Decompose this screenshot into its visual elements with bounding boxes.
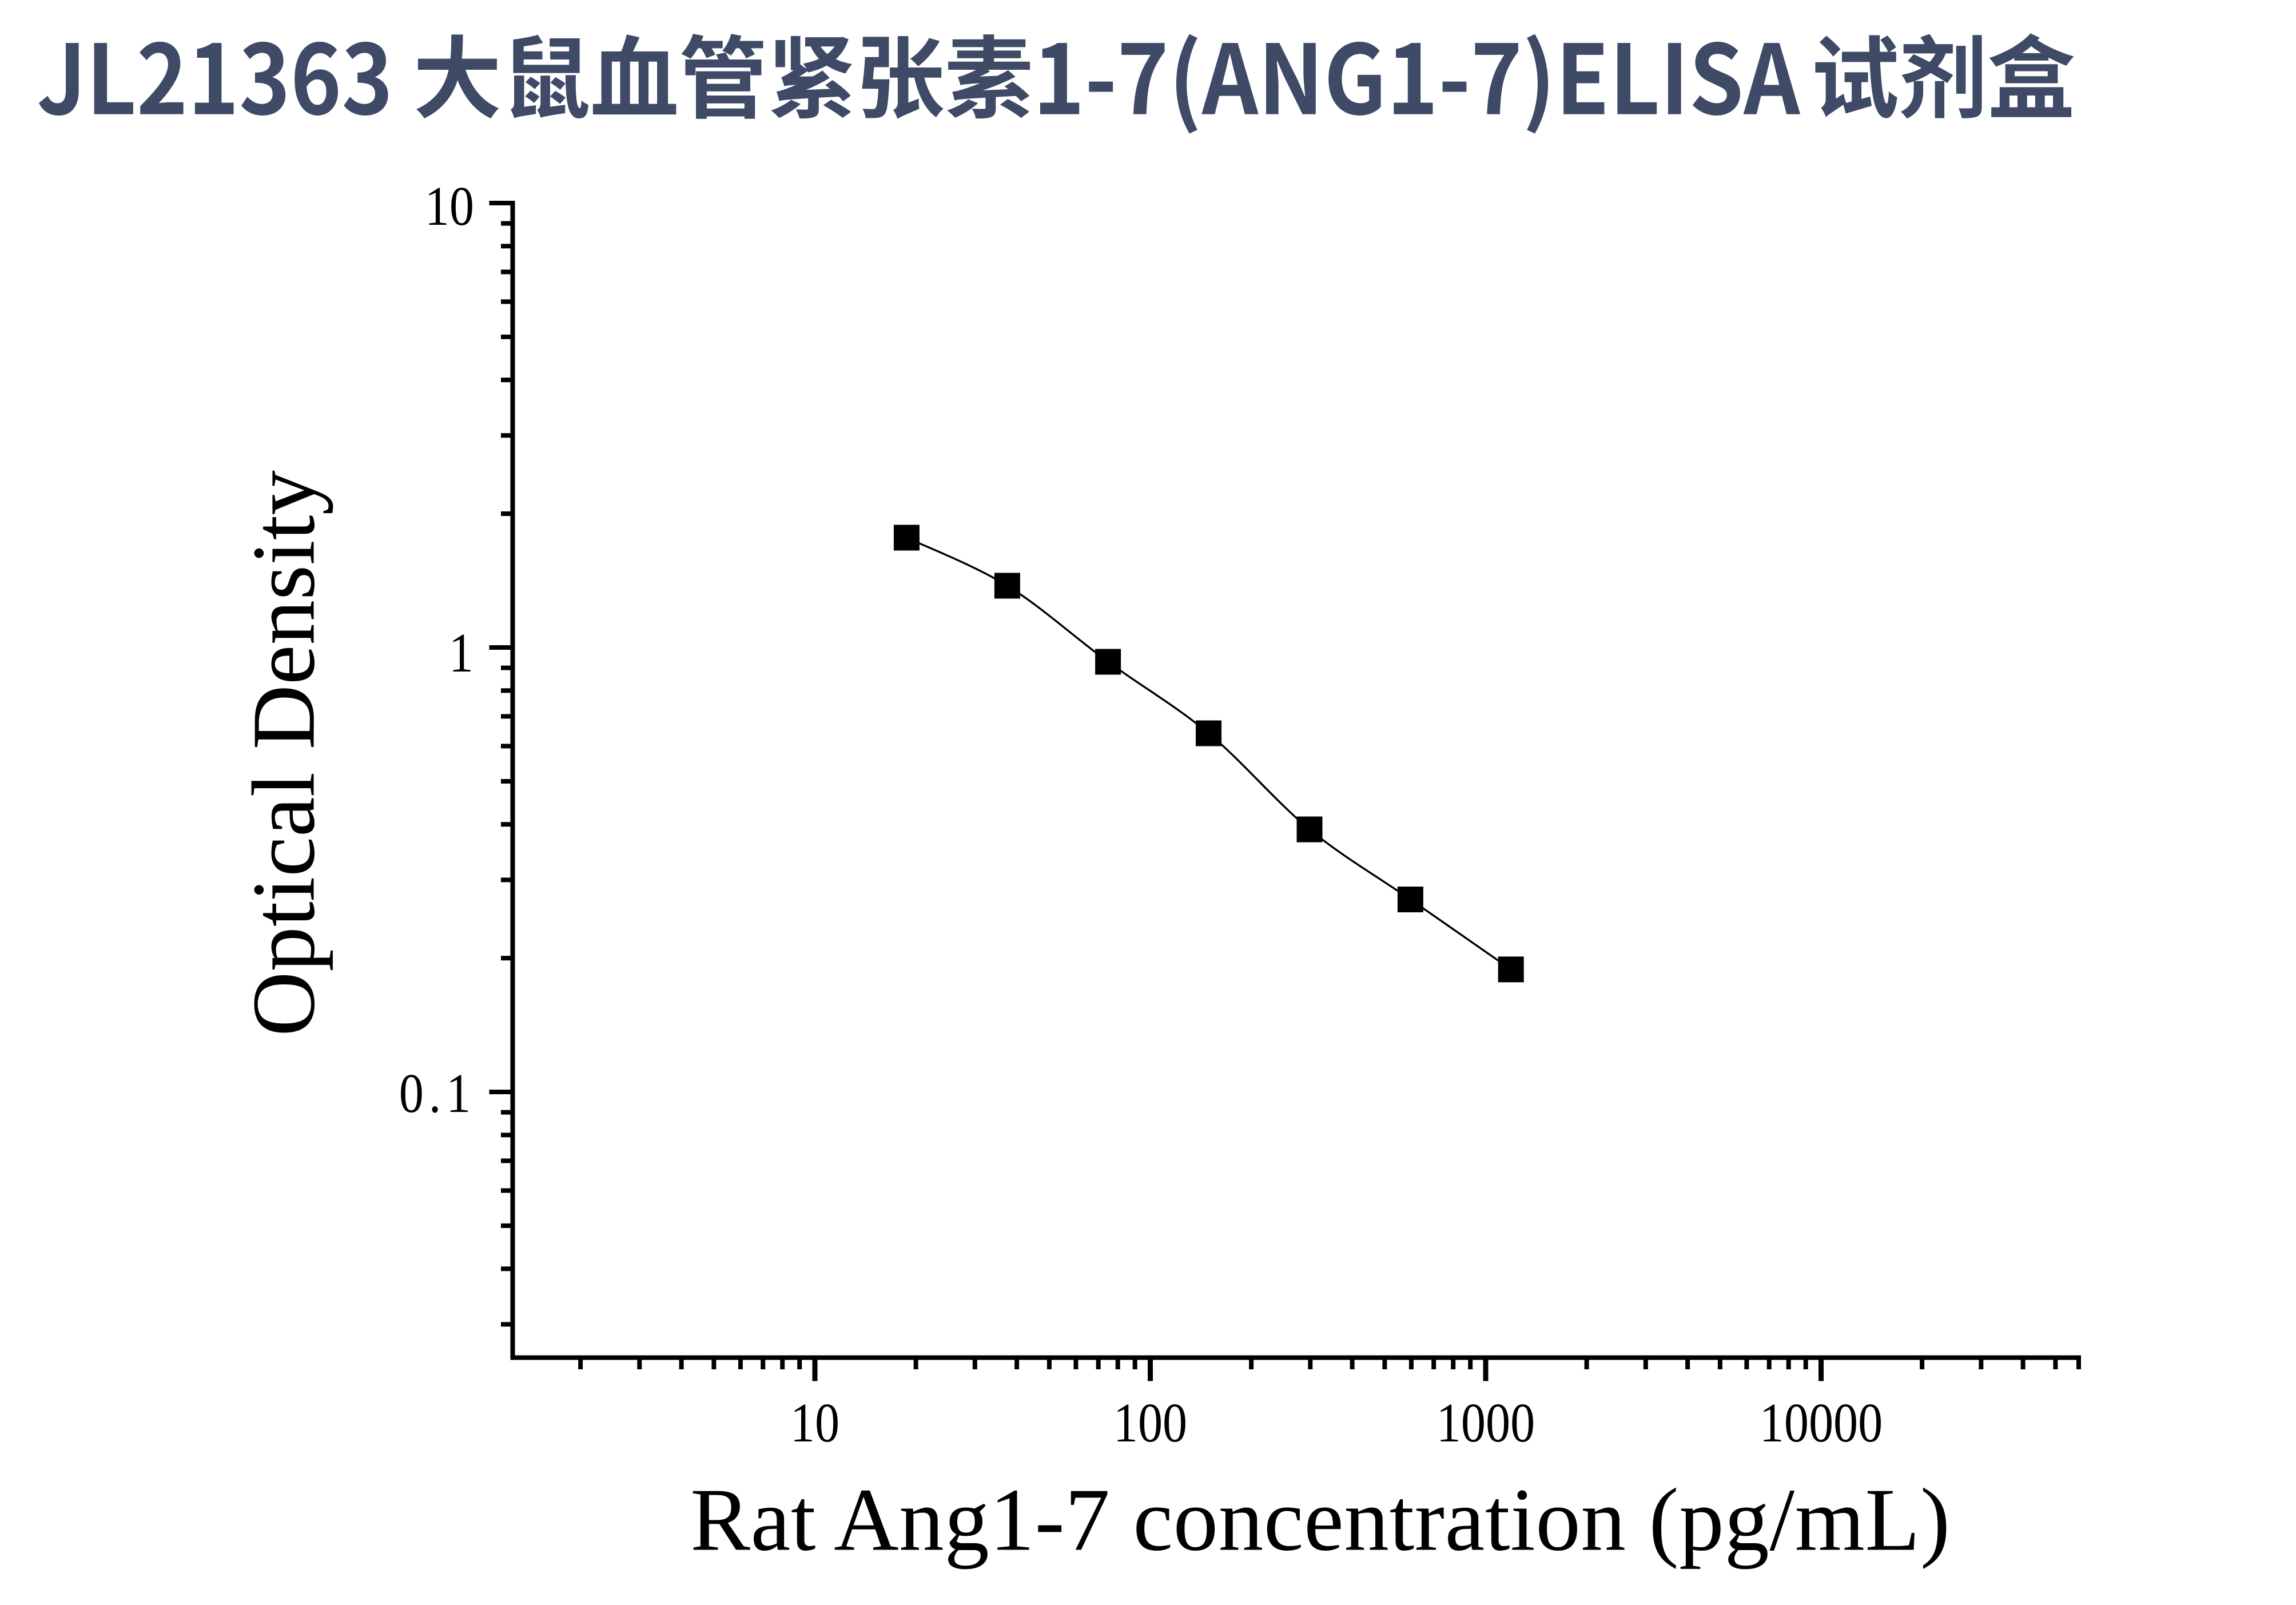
svg-text:Optical Density: Optical Density	[234, 470, 333, 1036]
svg-text:10: 10	[425, 175, 474, 237]
svg-text:10: 10	[790, 1392, 839, 1453]
svg-text:Rat Ang1-7 concentration (pg/m: Rat Ang1-7 concentration (pg/mL)	[690, 1470, 1951, 1570]
svg-text:10000: 10000	[1760, 1392, 1883, 1453]
svg-text:100: 100	[1113, 1392, 1187, 1453]
svg-text:0.1: 0.1	[399, 1062, 476, 1124]
svg-text:1000: 1000	[1437, 1392, 1535, 1453]
svg-text:1: 1	[449, 622, 473, 684]
